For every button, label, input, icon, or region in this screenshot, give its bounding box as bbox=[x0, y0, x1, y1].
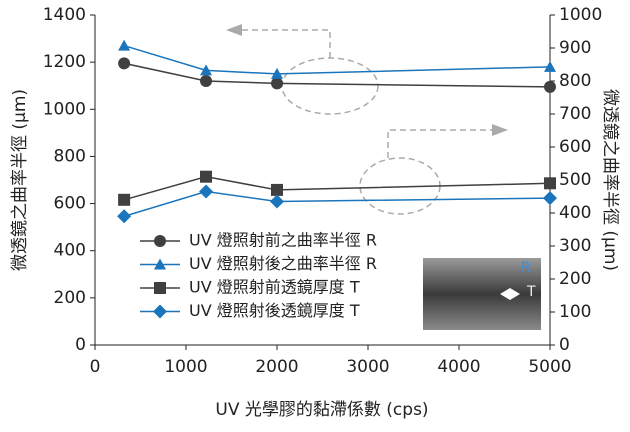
y2-tick-label: 100 bbox=[559, 302, 591, 322]
arrow-right bbox=[492, 124, 508, 136]
marker bbox=[200, 171, 212, 183]
x-axis-title: UV 光學膠的黏滯係數 (cps) bbox=[215, 400, 428, 420]
annotation-right bbox=[360, 130, 492, 214]
y-tick-label: 200 bbox=[54, 288, 86, 308]
y2-tick-label: 900 bbox=[559, 38, 591, 58]
marker bbox=[118, 57, 130, 69]
x-tick-label: 3000 bbox=[346, 357, 389, 377]
marker bbox=[199, 185, 213, 199]
marker bbox=[543, 191, 557, 205]
x-tick-label: 2000 bbox=[255, 357, 298, 377]
y-tick-label: 1200 bbox=[43, 52, 86, 72]
legend-label: UV 燈照射後透鏡厚度 T bbox=[189, 301, 360, 320]
marker bbox=[118, 194, 130, 206]
inset-label: T bbox=[526, 284, 536, 300]
y-tick-label: 1400 bbox=[43, 5, 86, 25]
y-tick-label: 600 bbox=[54, 194, 86, 214]
y2-tick-label: 500 bbox=[559, 170, 591, 190]
y2-tick-label: 0 bbox=[559, 335, 570, 355]
y2-tick-label: 200 bbox=[559, 269, 591, 289]
y-tick-label: 400 bbox=[54, 241, 86, 261]
chart: R T UV 光學膠的黏滯係數 (cps) 微透鏡之曲率半徑 (μm) 微透鏡之… bbox=[0, 0, 630, 428]
series-line bbox=[124, 46, 550, 74]
y-tick-label: 800 bbox=[54, 146, 86, 166]
arrow-left bbox=[226, 24, 242, 36]
x-tick-label: 0 bbox=[90, 357, 101, 377]
marker bbox=[200, 75, 212, 87]
marker bbox=[117, 209, 131, 223]
series-line bbox=[124, 63, 550, 87]
series-line bbox=[124, 192, 550, 217]
legend-marker bbox=[154, 235, 166, 247]
x-tick-label: 4000 bbox=[437, 357, 480, 377]
y2-tick-label: 400 bbox=[559, 203, 591, 223]
marker bbox=[271, 184, 283, 196]
marker bbox=[118, 40, 130, 51]
y2-tick-label: 600 bbox=[559, 137, 591, 157]
legend-label: UV 燈照射後之曲率半徑 R bbox=[189, 254, 377, 273]
y-tick-label: 0 bbox=[75, 335, 86, 355]
inset-label: R bbox=[521, 260, 531, 276]
legend-label: UV 燈照射前透鏡厚度 T bbox=[189, 278, 360, 297]
x-tick-label: 1000 bbox=[164, 357, 207, 377]
legend-marker bbox=[153, 305, 167, 319]
y-tick-label: 1000 bbox=[43, 99, 86, 119]
marker bbox=[270, 194, 284, 208]
y2-axis-title: 微透鏡之曲率半徑 (μm) bbox=[600, 89, 620, 271]
y-axis-title: 微透鏡之曲率半徑 (μm) bbox=[10, 89, 30, 271]
y2-tick-label: 300 bbox=[559, 236, 591, 256]
y2-tick-label: 800 bbox=[559, 71, 591, 91]
y2-tick-label: 1000 bbox=[559, 5, 602, 25]
marker bbox=[544, 81, 556, 93]
x-tick-label: 5000 bbox=[528, 357, 571, 377]
legend-label: UV 燈照射前之曲率半徑 R bbox=[189, 231, 377, 250]
y2-tick-label: 700 bbox=[559, 104, 591, 124]
marker bbox=[271, 77, 283, 89]
legend-marker bbox=[154, 282, 166, 294]
marker bbox=[544, 177, 556, 189]
